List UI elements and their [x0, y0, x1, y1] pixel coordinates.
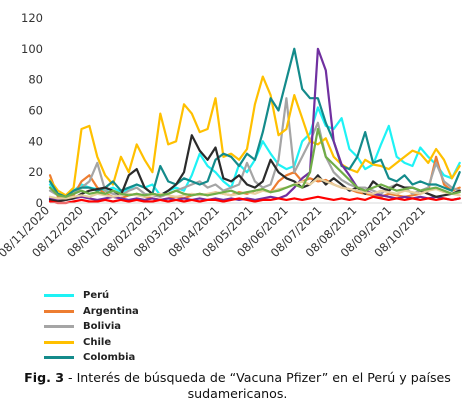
legend-swatch — [44, 294, 74, 298]
legend-swatch — [44, 356, 74, 360]
series-line — [48, 127, 461, 198]
series-line — [48, 195, 461, 205]
caption-label: Fig. 3 — [24, 370, 65, 385]
legend-label: Chile — [83, 336, 112, 348]
y-tick-label: 120 — [21, 11, 43, 25]
legend: Perú Argentina Bolivia Chile Colombia — [44, 288, 244, 366]
y-axis: 0 20 40 60 80 100 120 — [21, 11, 43, 210]
y-tick-label: 20 — [28, 165, 43, 179]
legend-item: Colombia — [44, 350, 244, 366]
series-line — [48, 47, 461, 198]
caption-text: - Interés de búsqueda de “Vacuna Pfizer”… — [64, 370, 451, 401]
legend-label: Bolivia — [83, 321, 122, 333]
x-axis: 08/11/202008/12/202008/01/202108/02/2021… — [0, 202, 462, 260]
legend-label: Argentina — [83, 305, 139, 317]
legend-label: Colombia — [83, 352, 136, 364]
legend-swatch — [44, 309, 74, 313]
legend-item: Chile — [44, 335, 244, 351]
y-tick-label: 40 — [28, 134, 43, 148]
line-chart: 0 20 40 60 80 100 120 08/11/202008/12/202008/0… — [0, 11, 462, 260]
series-line — [48, 47, 461, 201]
y-tick-label: 0 — [36, 196, 43, 210]
y-tick-label: 80 — [28, 73, 43, 87]
series-line — [48, 75, 461, 197]
series-layer — [48, 47, 461, 205]
legend-swatch — [44, 325, 74, 329]
y-tick-label: 100 — [21, 42, 43, 56]
figure-caption: Fig. 3 - Interés de búsqueda de “Vacuna … — [0, 370, 475, 402]
legend-label: Perú — [83, 290, 110, 302]
y-tick-label: 60 — [28, 104, 43, 118]
legend-item: Perú — [44, 288, 244, 304]
legend-swatch — [44, 340, 74, 344]
legend-item: Bolivia — [44, 319, 244, 335]
series-line — [48, 177, 461, 200]
legend-item: Argentina — [44, 304, 244, 320]
